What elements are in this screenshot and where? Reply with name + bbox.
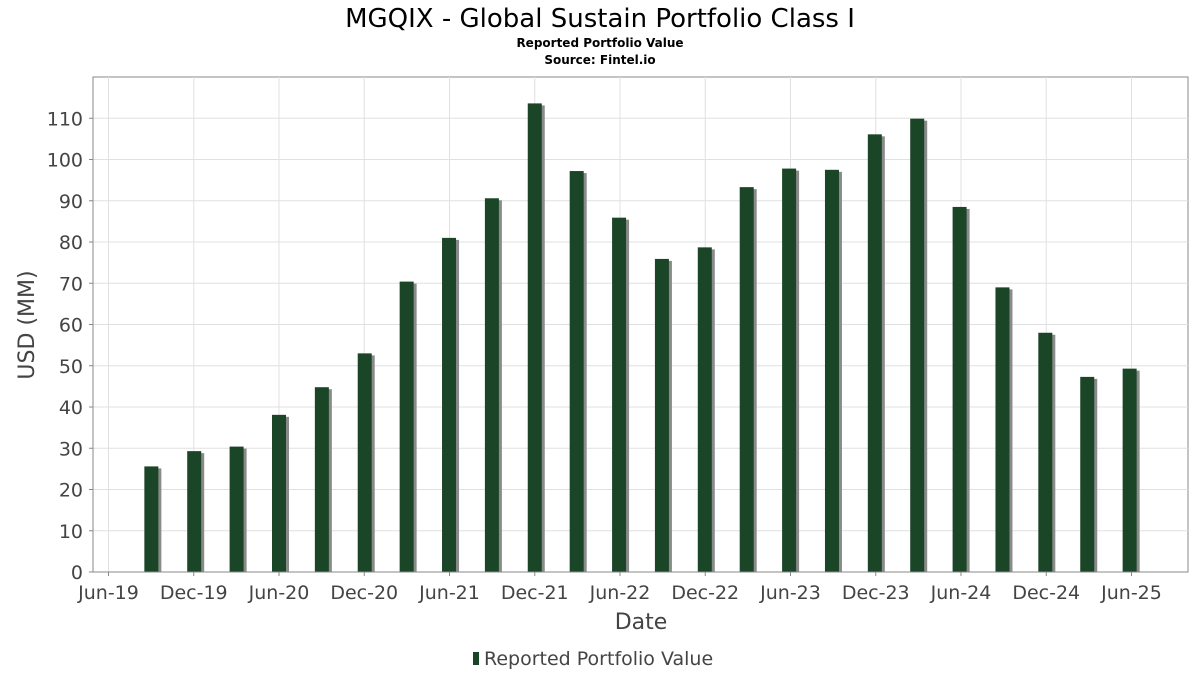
x-tick-label: Jun-21 [418, 582, 480, 604]
y-axis-ticks: 0 10 20 30 40 50 60 70 80 90 100 110 [47, 108, 93, 584]
x-axis-ticks: Jun-19 Dec-19 Jun-20 Dec-20 Jun-21 Dec-21 Jun-… [77, 572, 1162, 604]
x-tick-label: Dec-20 [330, 582, 398, 604]
bar [824, 169, 839, 572]
x-tick-label: Jun-20 [248, 582, 310, 604]
bar [1080, 376, 1095, 572]
y-tick-label: 70 [59, 273, 83, 295]
bar [654, 258, 669, 572]
bar [867, 134, 882, 572]
chart-subtitle: Reported Portfolio Value [516, 36, 683, 50]
y-tick-label: 0 [71, 562, 83, 584]
bar [144, 466, 159, 572]
x-tick-label: Dec-22 [671, 582, 739, 604]
y-tick-label: 20 [59, 480, 83, 502]
bar [229, 446, 244, 572]
x-tick-label: Dec-21 [501, 582, 569, 604]
bar [1122, 368, 1137, 572]
bar [399, 281, 414, 572]
y-axis-label: USD (MM) [15, 270, 40, 379]
bar [187, 451, 202, 572]
bar [612, 217, 627, 572]
bar [1038, 332, 1053, 572]
x-tick-label: Dec-19 [160, 582, 228, 604]
x-tick-label: Jun-24 [930, 582, 992, 604]
legend-label: Reported Portfolio Value [484, 648, 713, 670]
y-tick-label: 80 [59, 232, 83, 254]
bar [697, 247, 712, 573]
x-tick-label: Jun-25 [1100, 582, 1162, 604]
x-tick-label: Jun-22 [589, 582, 651, 604]
legend: Reported Portfolio Value [473, 648, 713, 670]
y-tick-label: 30 [59, 438, 83, 460]
x-tick-label: Dec-23 [842, 582, 910, 604]
y-tick-label: 10 [59, 521, 83, 543]
bar [357, 353, 372, 572]
bar [527, 103, 542, 573]
bar [569, 171, 584, 573]
chart-source: Source: Fintel.io [544, 53, 655, 67]
y-tick-label: 60 [59, 315, 83, 337]
bar [739, 187, 754, 572]
y-tick-label: 40 [59, 397, 83, 419]
bar [952, 206, 967, 572]
bar [484, 198, 499, 572]
chart-title: MGQIX - Global Sustain Portfolio Class I [345, 4, 855, 34]
x-tick-label: Jun-19 [77, 582, 139, 604]
y-tick-label: 100 [47, 150, 83, 172]
bar [314, 387, 329, 572]
x-tick-label: Jun-23 [759, 582, 821, 604]
x-tick-label: Dec-24 [1012, 582, 1080, 604]
bar [995, 287, 1010, 572]
bar [910, 118, 925, 572]
bar [442, 237, 457, 572]
bar [272, 414, 286, 572]
y-tick-label: 110 [47, 108, 83, 130]
bars [144, 103, 1140, 573]
legend-swatch [473, 652, 479, 665]
y-tick-label: 50 [59, 356, 83, 378]
y-tick-label: 90 [59, 191, 83, 213]
x-axis-label: Date [615, 610, 668, 635]
bar [782, 168, 797, 572]
